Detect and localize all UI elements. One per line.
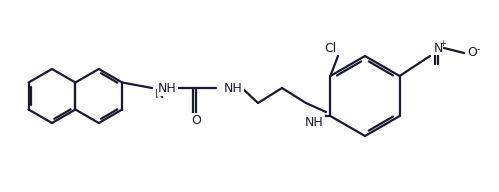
Text: H: H bbox=[159, 83, 167, 93]
Text: NH: NH bbox=[304, 116, 323, 128]
Text: O: O bbox=[467, 46, 477, 60]
Text: +: + bbox=[440, 39, 447, 47]
Text: O: O bbox=[191, 114, 201, 127]
Text: N: N bbox=[433, 41, 443, 55]
Text: -: - bbox=[476, 44, 480, 54]
Text: NH: NH bbox=[158, 81, 177, 94]
Text: Cl: Cl bbox=[324, 41, 336, 55]
Text: NH: NH bbox=[224, 81, 243, 94]
Text: N: N bbox=[154, 88, 164, 100]
